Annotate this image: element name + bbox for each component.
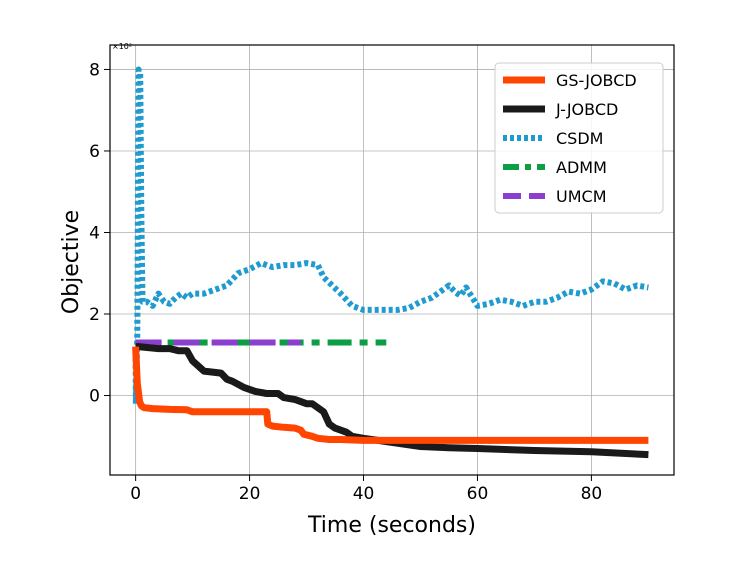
y-tick-label: 4: [89, 223, 100, 243]
series-line-j-jobcd: [135, 343, 649, 459]
series-layer: [132, 66, 649, 459]
legend-label-admm: ADMM: [556, 158, 607, 177]
series-line-csdm: [132, 66, 649, 407]
legend-label-umcm: UMCM: [556, 187, 607, 206]
y-tick-label: 0: [89, 387, 100, 407]
ticks: 0 20 40 60 80 0 2 4 6 8: [89, 60, 602, 504]
x-tick-label: 40: [353, 484, 375, 504]
x-tick-label: 60: [467, 484, 489, 504]
x-tick-label: 0: [130, 484, 141, 504]
y-tick-label: 2: [89, 305, 100, 325]
plot-frame: [109, 44, 675, 476]
legend-label-gs-jobcd: GS-JOBCD: [556, 71, 637, 90]
y-multiplier-label: ×10²: [112, 42, 132, 51]
legend-label-csdm: CSDM: [556, 129, 603, 148]
x-axis-label: Time (seconds): [307, 513, 476, 538]
y-tick-label: 6: [89, 142, 100, 162]
y-tick-label: 8: [89, 60, 100, 80]
x-tick-label: 20: [239, 484, 261, 504]
legend-box: [494, 62, 664, 214]
x-tick-label: 80: [581, 484, 603, 504]
legend-label-j-jobcd: J-JOBCD: [555, 100, 618, 119]
series-line-gs-jobcd: [132, 346, 649, 444]
legend: GS-JOBCD J-JOBCD CSDM ADMM UMCM: [494, 62, 664, 214]
y-axis-label: Objective: [59, 210, 84, 314]
